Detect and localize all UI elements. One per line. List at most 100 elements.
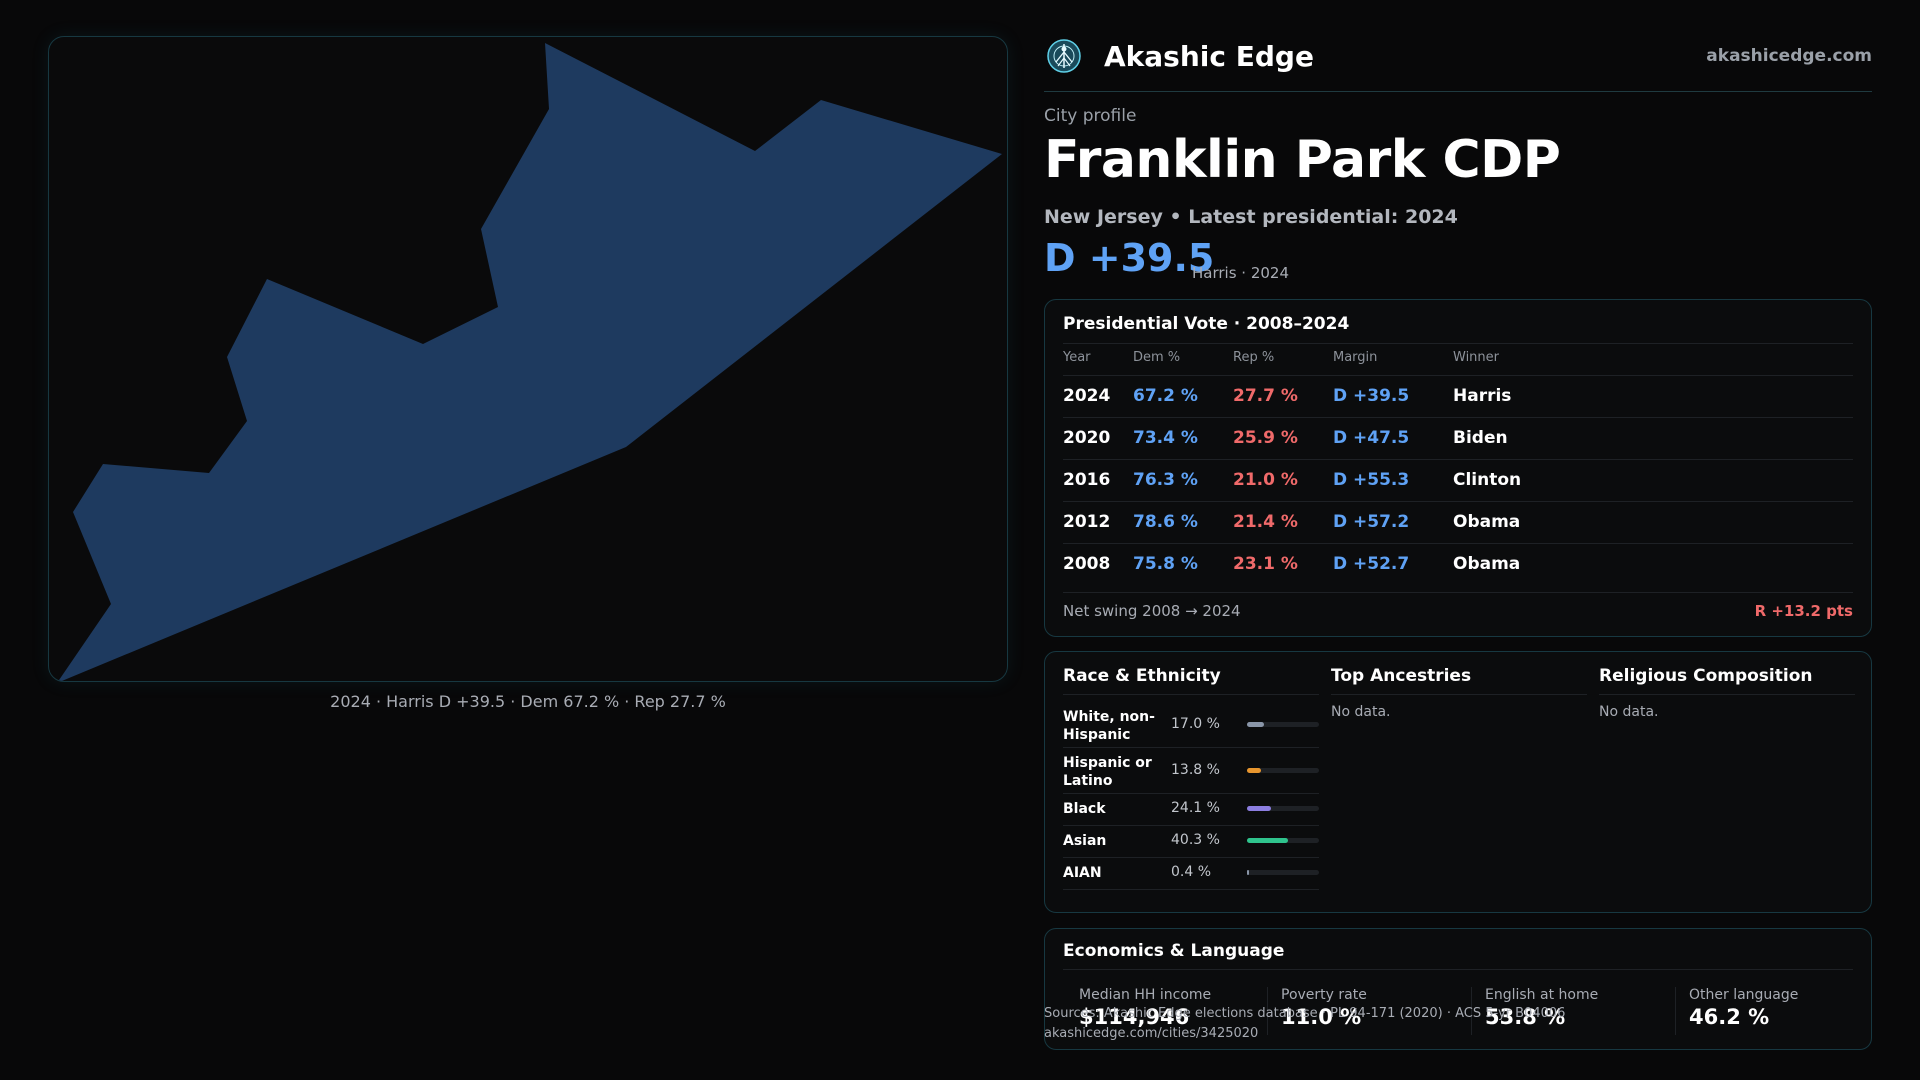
cell-rep: 27.7 % (1233, 386, 1298, 406)
source-note: Sources: Akashic Edge elections database… (1044, 1006, 1566, 1021)
cell-margin: D +55.3 (1333, 470, 1410, 490)
card-title: Presidential Vote · 2008–2024 (1063, 314, 1350, 334)
race-row: Black 24.1 % (1063, 794, 1319, 826)
cell-year: 2016 (1063, 470, 1111, 490)
econ-label: Other language (1689, 987, 1799, 1003)
divider (1599, 694, 1855, 695)
divider (1063, 592, 1853, 593)
col-header-rep: Rep % (1233, 350, 1275, 365)
race-bar-fill (1247, 838, 1288, 843)
cell-margin: D +52.7 (1333, 554, 1410, 574)
economics-card: Economics & Language Median HH income $1… (1044, 928, 1872, 1050)
divider (1267, 987, 1268, 1035)
cell-winner: Obama (1453, 554, 1521, 574)
divider (1063, 969, 1853, 970)
cell-dem: 76.3 % (1133, 470, 1198, 490)
race-label: Black (1063, 801, 1106, 817)
race-bar (1247, 870, 1319, 875)
econ-value: 11.0 % (1281, 1005, 1362, 1029)
card-title: Economics & Language (1063, 941, 1285, 961)
race-pct: 0.4 % (1171, 864, 1212, 880)
race-bar-fill (1247, 768, 1261, 773)
cell-year: 2020 (1063, 428, 1111, 448)
cell-rep: 25.9 % (1233, 428, 1298, 448)
city-boundary-map (58, 43, 1002, 681)
col-header-dem: Dem % (1133, 350, 1181, 365)
econ-label: Poverty rate (1281, 987, 1367, 1003)
brand-url-link[interactable]: akashicedge.com (1706, 46, 1872, 66)
table-row: 2012 78.6 % 21.4 % D +57.2 Obama (1063, 501, 1853, 543)
race-bar-fill (1247, 806, 1272, 811)
cell-winner: Obama (1453, 512, 1521, 532)
page-link[interactable]: akashicedge.com/cities/3425020 (1044, 1026, 1259, 1041)
race-row: Asian 40.3 % (1063, 826, 1319, 858)
divider (1675, 987, 1676, 1035)
cell-winner: Biden (1453, 428, 1508, 448)
col-header-margin: Margin (1333, 350, 1378, 365)
race-bar (1247, 806, 1319, 811)
race-pct: 17.0 % (1171, 716, 1220, 732)
cell-winner: Clinton (1453, 470, 1522, 490)
race-label: Asian (1063, 833, 1107, 849)
cell-rep: 21.4 % (1233, 512, 1298, 532)
net-swing-value: R +13.2 pts (1754, 602, 1853, 620)
cell-winner: Harris (1453, 386, 1512, 406)
cell-margin: D +47.5 (1333, 428, 1410, 448)
presidential-vote-card: Presidential Vote · 2008–2024 Year Dem %… (1044, 299, 1872, 637)
page-title: Franklin Park CDP (1044, 130, 1561, 190)
cell-dem: 78.6 % (1133, 512, 1198, 532)
divider (1331, 694, 1587, 695)
col-header-year: Year (1063, 350, 1091, 365)
race-bar (1247, 838, 1319, 843)
race-bar (1247, 722, 1319, 727)
race-bar-fill (1247, 870, 1249, 875)
map-caption: 2024 · Harris D +39.5 · Dem 67.2 % · Rep… (330, 692, 726, 711)
brand-header: Akashic Edge akashicedge.com (1044, 36, 1872, 92)
cell-margin: D +39.5 (1333, 386, 1410, 406)
brand-name[interactable]: Akashic Edge (1104, 40, 1314, 73)
religion-empty: No data. (1599, 704, 1659, 720)
econ-label: English at home (1485, 987, 1599, 1003)
source-footer: Sources: Akashic Edge elections database… (1044, 1004, 1565, 1044)
profile-eyebrow: City profile (1044, 106, 1137, 126)
city-map (48, 36, 1008, 682)
race-bar-fill (1247, 722, 1265, 727)
cell-rep: 23.1 % (1233, 554, 1298, 574)
econ-value: $114,946 (1079, 1005, 1190, 1029)
cell-year: 2024 (1063, 386, 1111, 406)
cell-rep: 21.0 % (1233, 470, 1298, 490)
tree-of-life-icon[interactable] (1046, 38, 1082, 74)
race-row: AIAN 0.4 % (1063, 858, 1319, 890)
ancestry-title: Top Ancestries (1331, 666, 1472, 686)
table-row: 2016 76.3 % 21.0 % D +55.3 Clinton (1063, 459, 1853, 501)
divider (1063, 343, 1853, 344)
race-pct: 24.1 % (1171, 800, 1220, 816)
cell-year: 2012 (1063, 512, 1111, 532)
race-bar (1247, 768, 1319, 773)
race-row: Hispanic or Latino 13.8 % (1063, 748, 1319, 794)
religion-title: Religious Composition (1599, 666, 1813, 686)
ancestry-empty: No data. (1331, 704, 1391, 720)
econ-label: Median HH income (1079, 987, 1212, 1003)
cell-dem: 67.2 % (1133, 386, 1198, 406)
cell-margin: D +57.2 (1333, 512, 1410, 532)
table-row: 2008 75.8 % 23.1 % D +52.7 Obama (1063, 543, 1853, 585)
race-label: White, non-Hispanic (1063, 709, 1155, 743)
race-label: AIAN (1063, 865, 1102, 881)
net-swing-label: Net swing 2008 → 2024 (1063, 602, 1241, 620)
race-pct: 13.8 % (1171, 762, 1220, 778)
profile-subline: New Jersey • Latest presidential: 2024 (1044, 206, 1458, 228)
race-row: White, non-Hispanic 17.0 % (1063, 704, 1319, 748)
table-row: 2024 67.2 % 27.7 % D +39.5 Harris (1063, 375, 1853, 417)
cell-dem: 75.8 % (1133, 554, 1198, 574)
race-label: Hispanic or Latino (1063, 755, 1152, 789)
cell-year: 2008 (1063, 554, 1111, 574)
race-pct: 40.3 % (1171, 832, 1220, 848)
col-header-winner: Winner (1453, 350, 1500, 365)
divider (1063, 694, 1319, 695)
headline-margin: D +39.5 (1044, 236, 1215, 280)
demographics-card: Race & Ethnicity White, non-Hispanic 17.… (1044, 651, 1872, 913)
race-title: Race & Ethnicity (1063, 666, 1221, 686)
headline-margin-note: Harris · 2024 (1192, 264, 1290, 282)
cell-dem: 73.4 % (1133, 428, 1198, 448)
